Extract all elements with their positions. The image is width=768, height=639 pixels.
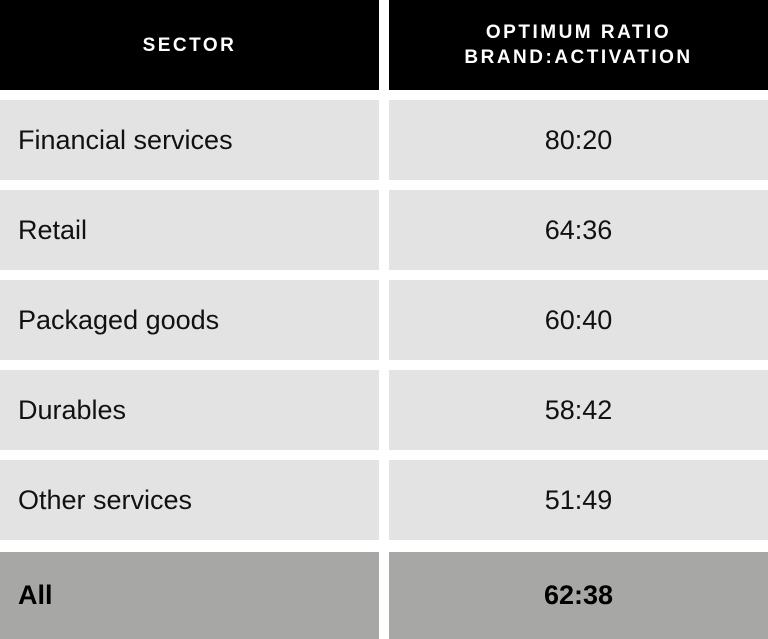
header-text: SECTOR — [142, 34, 237, 56]
table-cell: All — [0, 552, 379, 639]
cell-text: Packaged goods — [18, 304, 220, 335]
cell-text: Other services — [18, 484, 193, 515]
cell-text: 60:40 — [544, 304, 613, 335]
cell-text: Retail — [18, 214, 88, 245]
cell-text: 62:38 — [543, 580, 614, 610]
header-cell: OPTIMUM RATIO BRAND:ACTIVATION — [389, 0, 768, 90]
table-cell: 80:20 — [389, 100, 768, 180]
table-cell: Financial services — [0, 100, 379, 180]
table-cell: Retail — [0, 190, 379, 270]
cell-text: 64:36 — [544, 214, 613, 245]
cell-text: Financial services — [18, 124, 233, 155]
table-cell: 58:42 — [389, 370, 768, 450]
header-text: OPTIMUM RATIO — [485, 22, 672, 43]
table-cell: 64:36 — [389, 190, 768, 270]
cell-text: All — [18, 580, 53, 610]
header-cell: SECTOR — [0, 0, 379, 90]
table-cell: Durables — [0, 370, 379, 450]
cell-text: 80:20 — [544, 124, 613, 155]
cell-text: 51:49 — [544, 484, 613, 515]
cell-text: Durables — [18, 394, 127, 425]
table-cell: 62:38 — [389, 552, 768, 639]
table-cell: Packaged goods — [0, 280, 379, 360]
cell-text: 58:42 — [544, 394, 613, 425]
table-cell: Other services — [0, 460, 379, 540]
table-cell: 51:49 — [389, 460, 768, 540]
table-cell: 60:40 — [389, 280, 768, 360]
header-text: BRAND:ACTIVATION — [464, 47, 693, 68]
